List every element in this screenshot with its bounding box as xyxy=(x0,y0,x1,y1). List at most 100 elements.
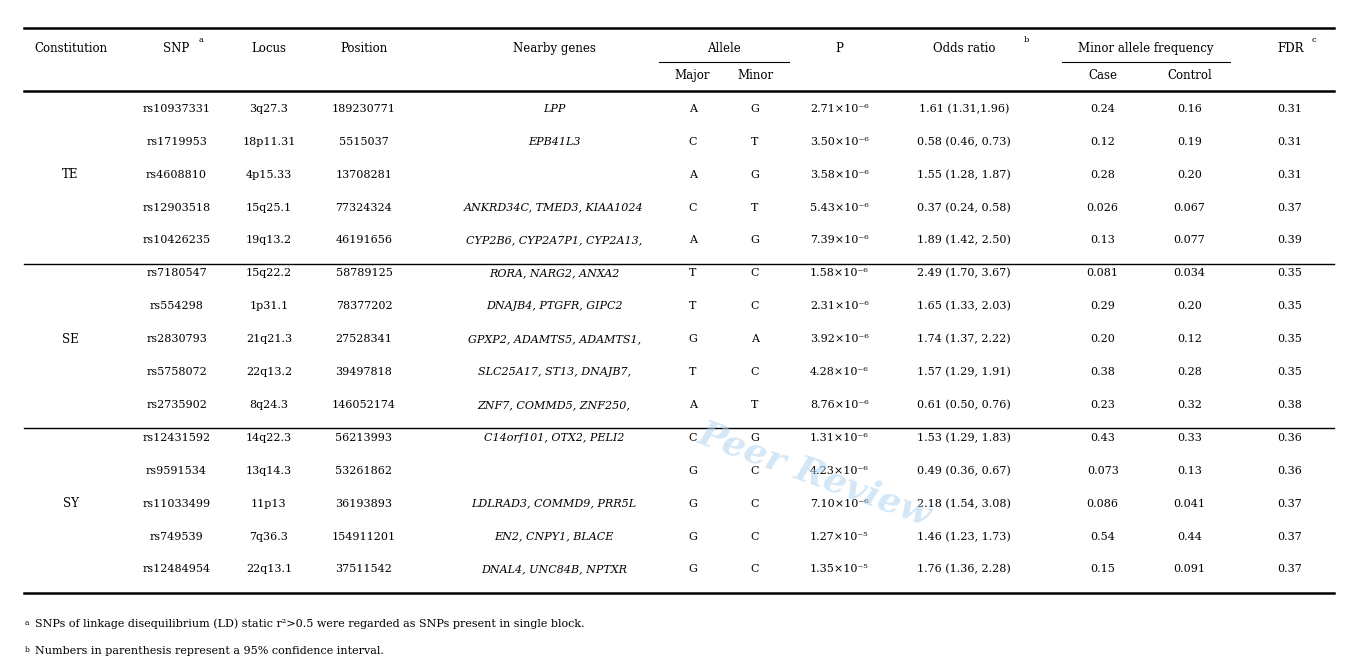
Text: LDLRAD3, COMMD9, PRR5L: LDLRAD3, COMMD9, PRR5L xyxy=(471,499,637,509)
Text: G: G xyxy=(689,565,697,574)
Text: 0.58 (0.46, 0.73): 0.58 (0.46, 0.73) xyxy=(917,137,1012,147)
Text: rs2735902: rs2735902 xyxy=(147,400,206,410)
Text: 0.32: 0.32 xyxy=(1177,400,1202,410)
Text: 19q13.2: 19q13.2 xyxy=(246,236,292,245)
Text: G: G xyxy=(751,433,759,443)
Text: SNP: SNP xyxy=(163,42,190,55)
Text: 0.034: 0.034 xyxy=(1173,268,1206,278)
Text: 14q22.3: 14q22.3 xyxy=(246,433,292,443)
Text: 0.35: 0.35 xyxy=(1278,367,1302,377)
Text: 5.43×10⁻⁶: 5.43×10⁻⁶ xyxy=(809,203,869,213)
Text: 1.74 (1.37, 2.22): 1.74 (1.37, 2.22) xyxy=(918,334,1010,344)
Text: SLC25A17, ST13, DNAJB7,: SLC25A17, ST13, DNAJB7, xyxy=(478,367,630,377)
Text: a: a xyxy=(198,36,204,44)
Text: G: G xyxy=(689,499,697,509)
Text: A: A xyxy=(689,170,697,180)
Text: C: C xyxy=(689,203,697,213)
Text: a: a xyxy=(24,619,29,627)
Text: rs554298: rs554298 xyxy=(149,301,204,311)
Text: 0.20: 0.20 xyxy=(1090,334,1115,344)
Text: 0.20: 0.20 xyxy=(1177,170,1202,180)
Text: c: c xyxy=(1312,36,1316,44)
Text: 0.13: 0.13 xyxy=(1090,236,1115,245)
Text: G: G xyxy=(751,104,759,114)
Text: T: T xyxy=(751,137,759,147)
Text: 0.49 (0.36, 0.67): 0.49 (0.36, 0.67) xyxy=(917,466,1012,476)
Text: 0.36: 0.36 xyxy=(1278,433,1302,443)
Text: 0.077: 0.077 xyxy=(1173,236,1206,245)
Text: C: C xyxy=(751,532,759,542)
Text: rs7180547: rs7180547 xyxy=(147,268,206,278)
Text: 3q27.3: 3q27.3 xyxy=(250,104,288,114)
Text: 0.37: 0.37 xyxy=(1278,565,1302,574)
Text: 15q25.1: 15q25.1 xyxy=(246,203,292,213)
Text: 0.38: 0.38 xyxy=(1278,400,1302,410)
Text: 1.31×10⁻⁶: 1.31×10⁻⁶ xyxy=(809,433,869,443)
Text: 13708281: 13708281 xyxy=(335,170,392,180)
Text: 37511542: 37511542 xyxy=(335,565,392,574)
Text: 1.57 (1.29, 1.91): 1.57 (1.29, 1.91) xyxy=(917,367,1012,377)
Text: 0.15: 0.15 xyxy=(1090,565,1115,574)
Text: 11p13: 11p13 xyxy=(251,499,287,509)
Text: C: C xyxy=(689,137,697,147)
Text: 0.36: 0.36 xyxy=(1278,466,1302,476)
Text: LPP: LPP xyxy=(543,104,565,114)
Text: 4.28×10⁻⁶: 4.28×10⁻⁶ xyxy=(809,367,869,377)
Text: DNAJB4, PTGFR, GIPC2: DNAJB4, PTGFR, GIPC2 xyxy=(486,301,622,311)
Text: Numbers in parenthesis represent a 95% confidence interval.: Numbers in parenthesis represent a 95% c… xyxy=(35,646,384,657)
Text: C: C xyxy=(689,433,697,443)
Text: 53261862: 53261862 xyxy=(335,466,392,476)
Text: EN2, CNPY1, BLACE: EN2, CNPY1, BLACE xyxy=(494,532,614,542)
Text: 0.38: 0.38 xyxy=(1090,367,1115,377)
Text: rs4608810: rs4608810 xyxy=(147,170,206,180)
Text: 0.23: 0.23 xyxy=(1090,400,1115,410)
Text: 13q14.3: 13q14.3 xyxy=(246,466,292,476)
Text: 1.46 (1.23, 1.73): 1.46 (1.23, 1.73) xyxy=(917,532,1012,542)
Text: C: C xyxy=(751,268,759,278)
Text: C: C xyxy=(751,466,759,476)
Text: Case: Case xyxy=(1088,68,1118,82)
Text: 4.23×10⁻⁶: 4.23×10⁻⁶ xyxy=(809,466,869,476)
Text: ANKRD34C, TMED3, KIAA1024: ANKRD34C, TMED3, KIAA1024 xyxy=(464,203,644,213)
Text: 189230771: 189230771 xyxy=(331,104,397,114)
Text: 8.76×10⁻⁶: 8.76×10⁻⁶ xyxy=(809,400,869,410)
Text: ZNF7, COMMD5, ZNF250,: ZNF7, COMMD5, ZNF250, xyxy=(478,400,630,410)
Text: T: T xyxy=(689,367,697,377)
Text: 0.12: 0.12 xyxy=(1177,334,1202,344)
Text: A: A xyxy=(689,104,697,114)
Text: 0.31: 0.31 xyxy=(1278,170,1302,180)
Text: 1.27×10⁻⁵: 1.27×10⁻⁵ xyxy=(809,532,869,542)
Text: C: C xyxy=(751,301,759,311)
Text: 0.20: 0.20 xyxy=(1177,301,1202,311)
Text: 0.067: 0.067 xyxy=(1173,203,1206,213)
Text: 15q22.2: 15q22.2 xyxy=(246,268,292,278)
Text: 3.50×10⁻⁶: 3.50×10⁻⁶ xyxy=(809,137,869,147)
Text: Minor allele frequency: Minor allele frequency xyxy=(1078,42,1214,55)
Text: 0.041: 0.041 xyxy=(1173,499,1206,509)
Text: G: G xyxy=(689,466,697,476)
Text: 8q24.3: 8q24.3 xyxy=(250,400,288,410)
Text: 0.086: 0.086 xyxy=(1086,499,1119,509)
Text: A: A xyxy=(689,236,697,245)
Text: 58789125: 58789125 xyxy=(335,268,392,278)
Text: Minor: Minor xyxy=(737,68,773,82)
Text: rs9591534: rs9591534 xyxy=(147,466,206,476)
Text: C: C xyxy=(751,367,759,377)
Text: Locus: Locus xyxy=(251,42,287,55)
Text: 1.76 (1.36, 2.28): 1.76 (1.36, 2.28) xyxy=(917,565,1012,574)
Text: rs12431592: rs12431592 xyxy=(143,433,210,443)
Text: 1.55 (1.28, 1.87): 1.55 (1.28, 1.87) xyxy=(917,170,1012,180)
Text: Odds ratio: Odds ratio xyxy=(933,42,995,55)
Text: 2.18 (1.54, 3.08): 2.18 (1.54, 3.08) xyxy=(917,499,1012,509)
Text: 0.073: 0.073 xyxy=(1086,466,1119,476)
Text: b: b xyxy=(1024,36,1029,44)
Text: P: P xyxy=(835,42,843,55)
Text: C: C xyxy=(751,565,759,574)
Text: 27528341: 27528341 xyxy=(335,334,392,344)
Text: 46191656: 46191656 xyxy=(335,236,392,245)
Text: C14orf101, OTX2, PELI2: C14orf101, OTX2, PELI2 xyxy=(483,433,625,443)
Text: 0.33: 0.33 xyxy=(1177,433,1202,443)
Text: 1.65 (1.33, 2.03): 1.65 (1.33, 2.03) xyxy=(917,301,1012,311)
Text: SY: SY xyxy=(62,497,79,510)
Text: 0.28: 0.28 xyxy=(1177,367,1202,377)
